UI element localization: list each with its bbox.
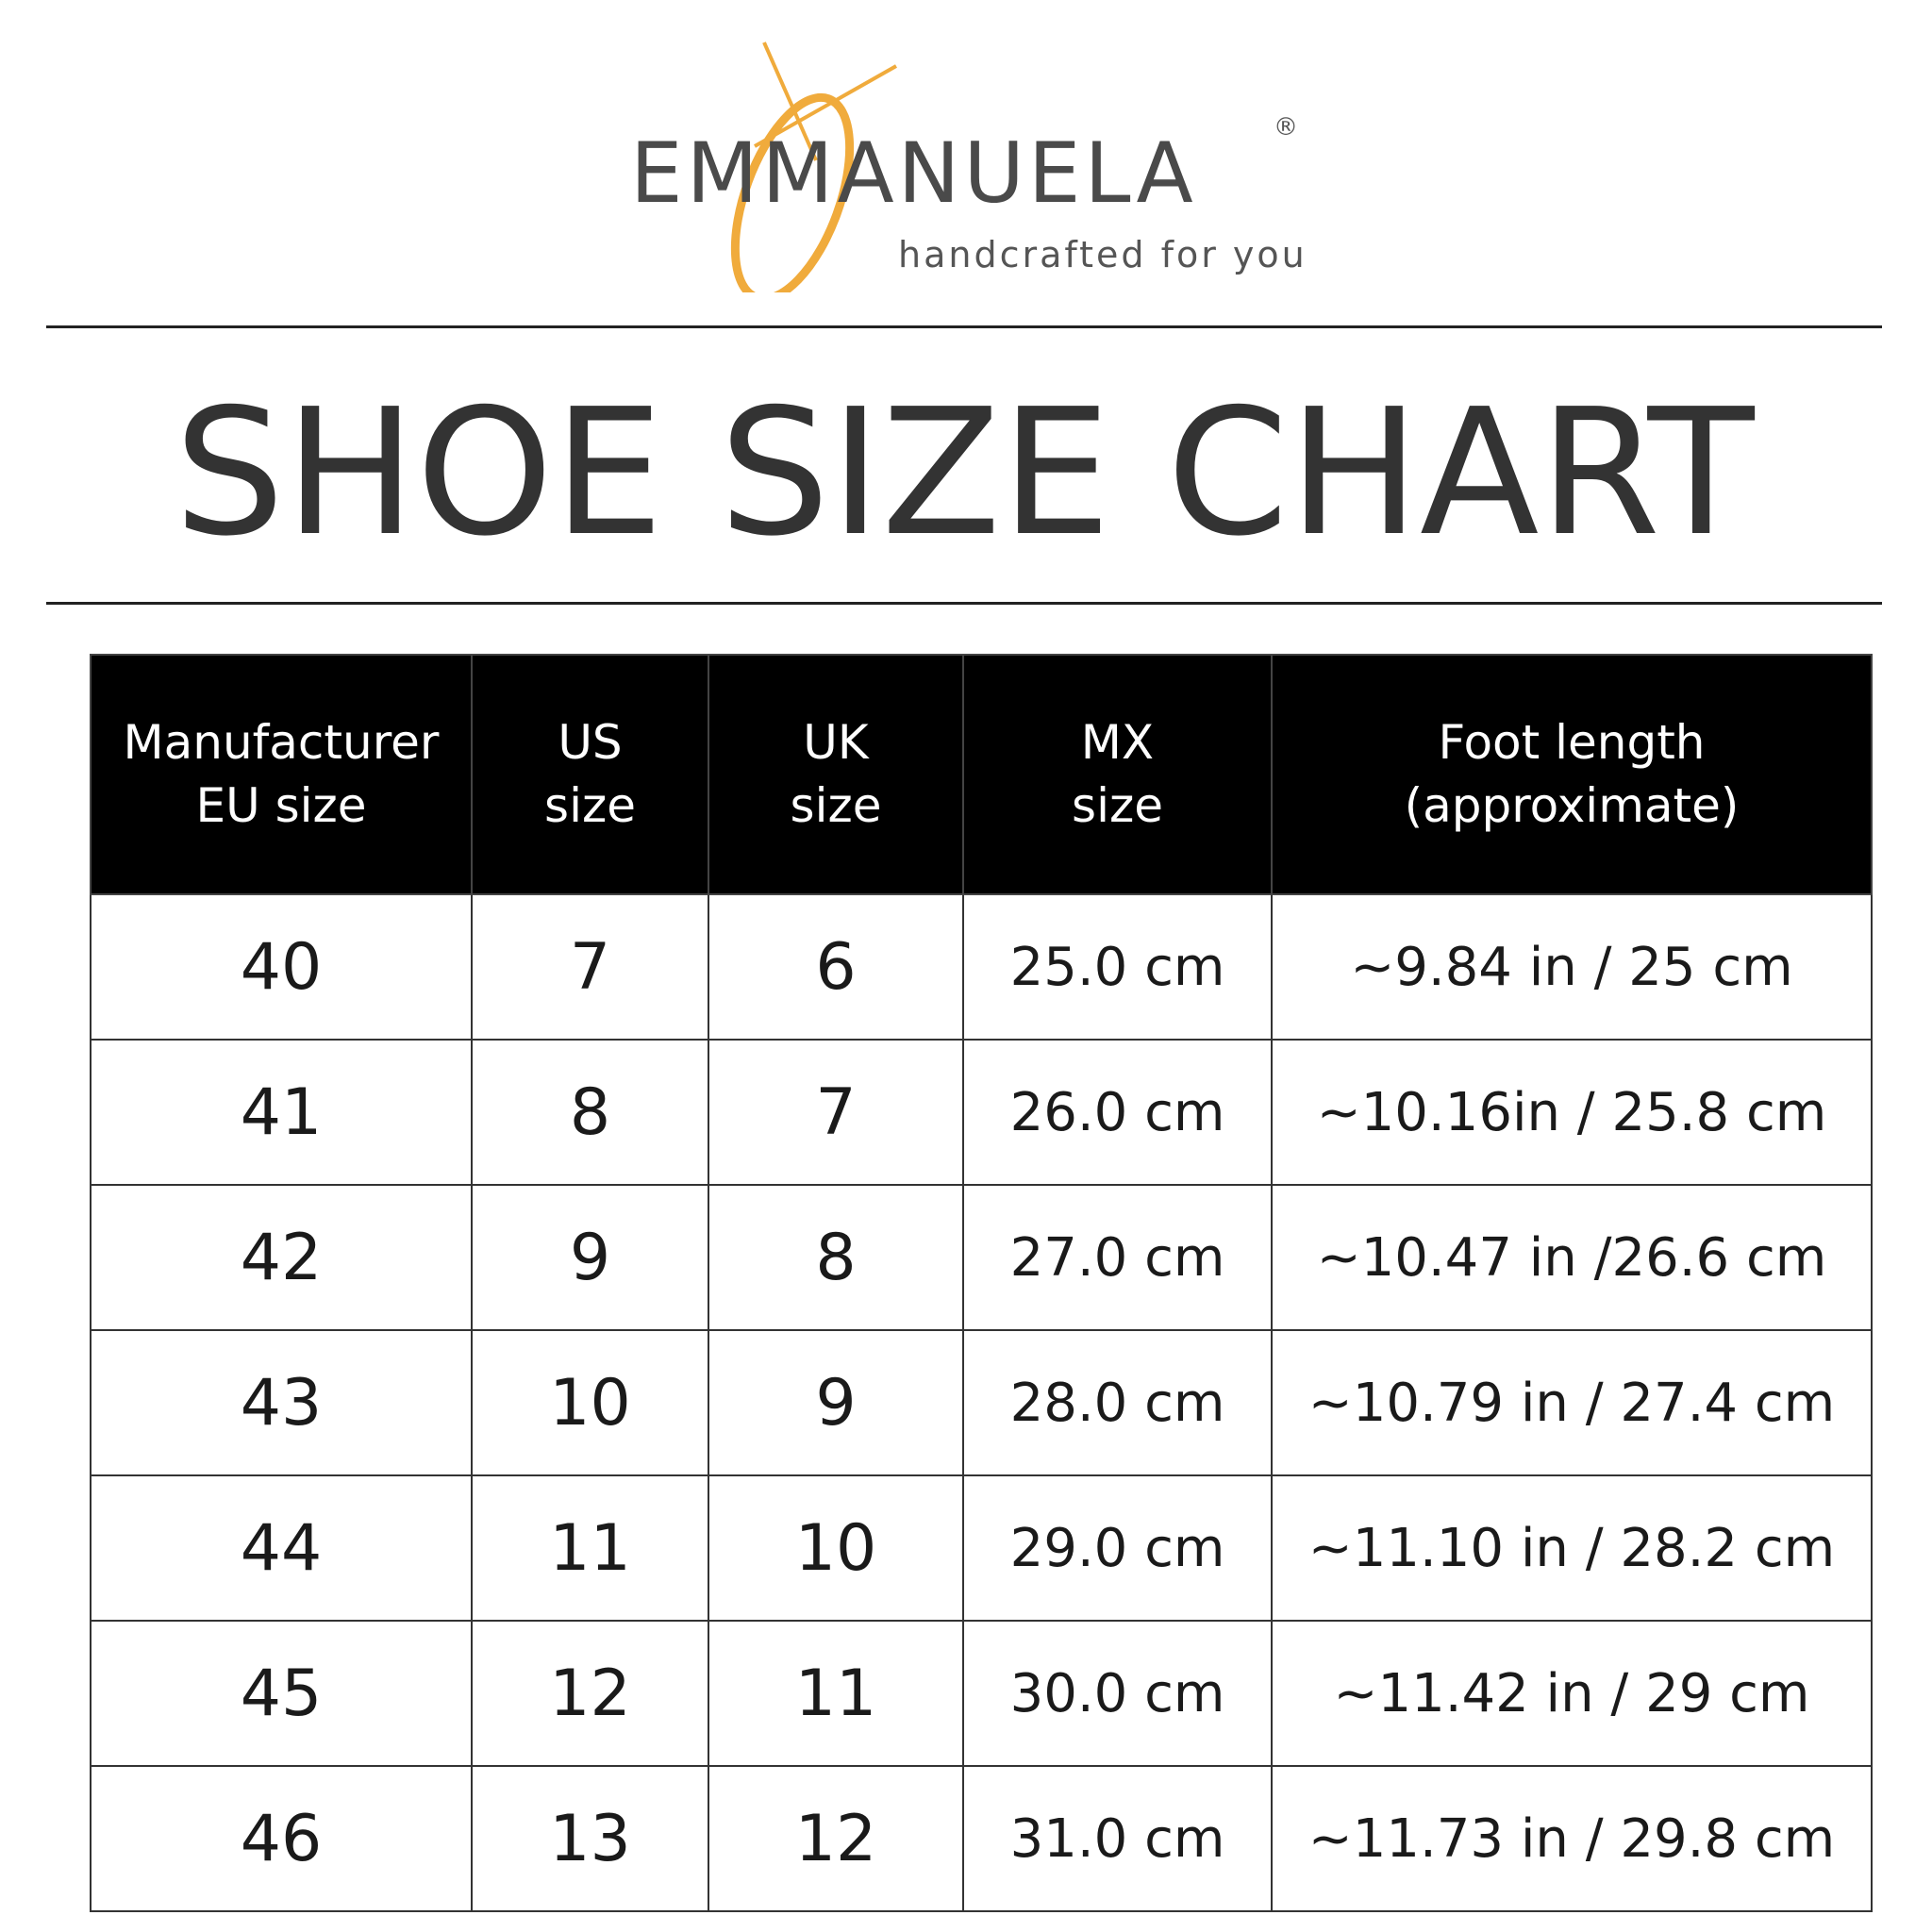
cell-uk-size: 9 [708, 1329, 964, 1476]
cell-foot-length: ~10.79 in / 27.4 cm [1271, 1329, 1873, 1476]
cell-us-size: 10 [471, 1329, 709, 1476]
header-line: size [790, 778, 882, 833]
cell-us-size: 11 [471, 1474, 709, 1622]
cell-uk-size: 10 [708, 1474, 964, 1622]
cell-eu-size: 41 [90, 1039, 473, 1186]
table-header-row: Manufacturer EU size US size UK size MX size… [90, 654, 1873, 895]
header-eu-size: Manufacturer EU size [90, 654, 473, 895]
cell-eu-size: 46 [90, 1765, 473, 1912]
size-table: Manufacturer EU size US size UK size MX size… [90, 654, 1873, 1912]
header-us-size: US size [471, 654, 709, 895]
brand-name: EMMANUELA [630, 125, 1197, 222]
header-line: size [1072, 778, 1163, 833]
table-row: 42 9 8 27.0 cm ~10.47 in /26.6 cm [90, 1184, 1873, 1331]
header-line: (approximate) [1404, 778, 1740, 833]
bottom-divider [46, 602, 1882, 605]
cell-uk-size: 8 [708, 1184, 964, 1331]
header-line: Manufacturer [123, 714, 440, 770]
cell-uk-size: 11 [708, 1620, 964, 1767]
header-line: US [558, 714, 623, 770]
cell-mx-size: 30.0 cm [962, 1620, 1273, 1767]
cell-foot-length: ~11.42 in / 29 cm [1271, 1620, 1873, 1767]
table-row: 45 12 11 30.0 cm ~11.42 in / 29 cm [90, 1620, 1873, 1767]
top-divider [46, 325, 1882, 328]
brand-tagline: handcrafted for you [898, 234, 1307, 275]
header-foot-length: Foot length (approximate) [1271, 654, 1873, 895]
cell-us-size: 13 [471, 1765, 709, 1912]
cell-uk-size: 7 [708, 1039, 964, 1186]
table-row: 46 13 12 31.0 cm ~11.73 in / 29.8 cm [90, 1765, 1873, 1912]
cell-foot-length: ~10.16in / 25.8 cm [1271, 1039, 1873, 1186]
cell-mx-size: 28.0 cm [962, 1329, 1273, 1476]
header-line: size [544, 778, 636, 833]
registered-mark: ® [1274, 113, 1298, 142]
header-line: EU size [195, 778, 367, 833]
cell-foot-length: ~11.10 in / 28.2 cm [1271, 1474, 1873, 1622]
header-line: Foot length [1438, 714, 1706, 770]
header-line: UK [803, 714, 869, 770]
cell-eu-size: 45 [90, 1620, 473, 1767]
cell-eu-size: 43 [90, 1329, 473, 1476]
cell-eu-size: 40 [90, 893, 473, 1041]
cell-eu-size: 42 [90, 1184, 473, 1331]
table-row: 44 11 10 29.0 cm ~11.10 in / 28.2 cm [90, 1474, 1873, 1622]
cell-uk-size: 12 [708, 1765, 964, 1912]
page-title: SHOE SIZE CHART [174, 371, 1755, 575]
cell-mx-size: 27.0 cm [962, 1184, 1273, 1331]
brand-logo: EMMANUELA ® handcrafted for you [623, 38, 1305, 292]
cell-mx-size: 26.0 cm [962, 1039, 1273, 1186]
cell-us-size: 9 [471, 1184, 709, 1331]
cell-mx-size: 31.0 cm [962, 1765, 1273, 1912]
table-row: 40 7 6 25.0 cm ~9.84 in / 25 cm [90, 893, 1873, 1041]
cell-mx-size: 25.0 cm [962, 893, 1273, 1041]
header-mx-size: MX size [962, 654, 1273, 895]
cell-foot-length: ~10.47 in /26.6 cm [1271, 1184, 1873, 1331]
cell-mx-size: 29.0 cm [962, 1474, 1273, 1622]
cell-foot-length: ~11.73 in / 29.8 cm [1271, 1765, 1873, 1912]
cell-eu-size: 44 [90, 1474, 473, 1622]
cell-us-size: 7 [471, 893, 709, 1041]
cell-us-size: 8 [471, 1039, 709, 1186]
header-line: MX [1080, 714, 1155, 770]
logo-swoosh-icon [730, 42, 897, 292]
table-row: 41 8 7 26.0 cm ~10.16in / 25.8 cm [90, 1039, 1873, 1186]
cell-foot-length: ~9.84 in / 25 cm [1271, 893, 1873, 1041]
cell-uk-size: 6 [708, 893, 964, 1041]
cell-us-size: 12 [471, 1620, 709, 1767]
table-row: 43 10 9 28.0 cm ~10.79 in / 27.4 cm [90, 1329, 1873, 1476]
header-uk-size: UK size [708, 654, 964, 895]
